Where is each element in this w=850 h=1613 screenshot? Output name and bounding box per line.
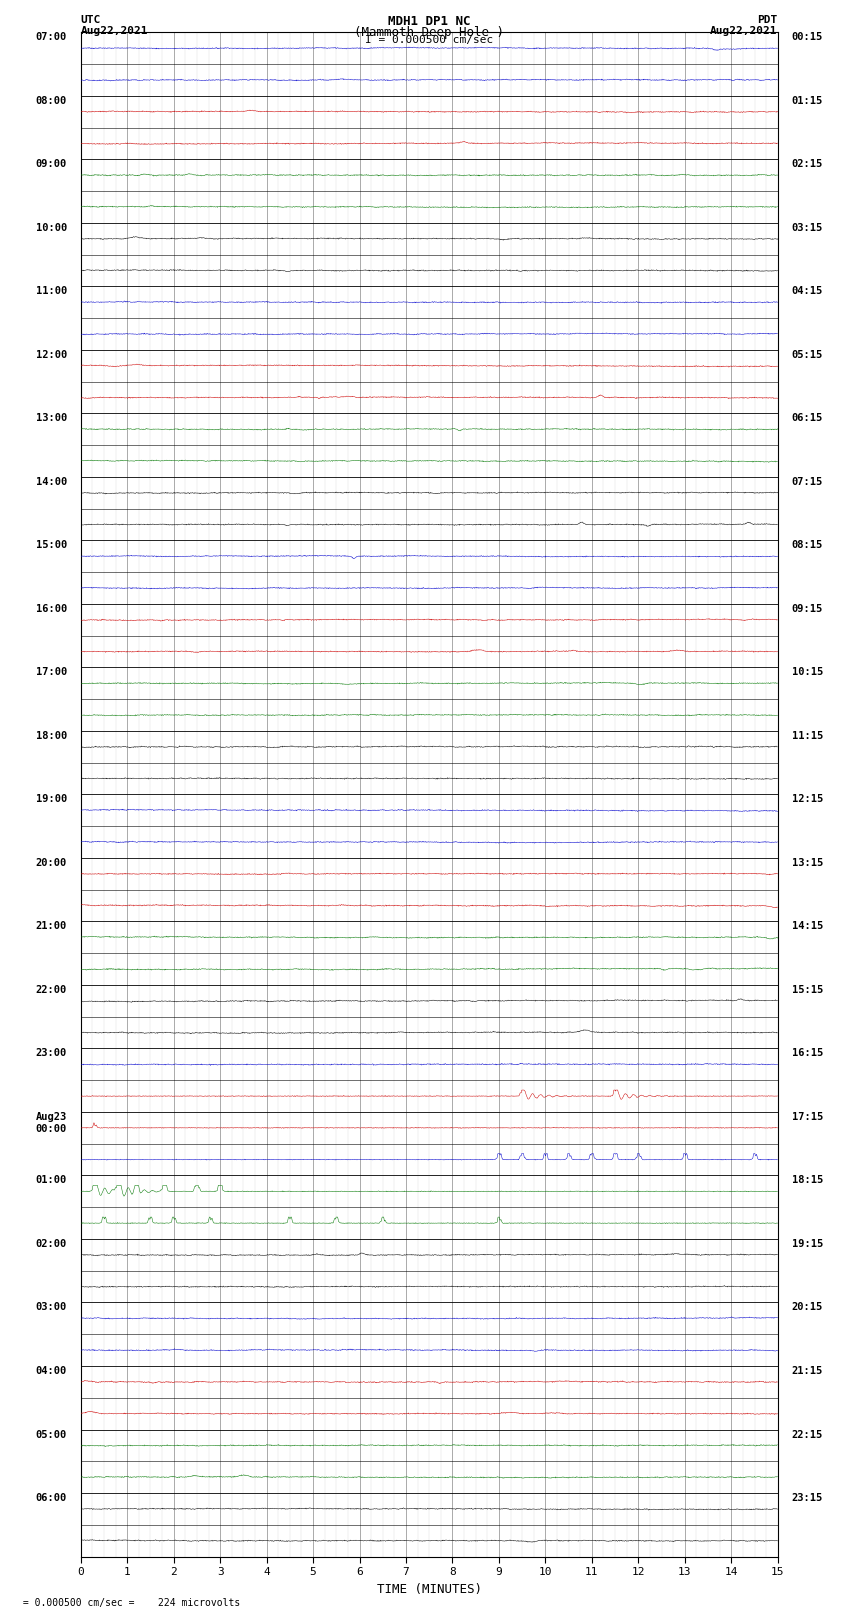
- Text: 16:00: 16:00: [36, 603, 67, 615]
- Text: 06:00: 06:00: [36, 1494, 67, 1503]
- Text: 15:00: 15:00: [36, 540, 67, 550]
- Text: 09:00: 09:00: [36, 160, 67, 169]
- Text: MDH1 DP1 NC: MDH1 DP1 NC: [388, 15, 471, 27]
- Text: 05:15: 05:15: [791, 350, 823, 360]
- Text: 12:00: 12:00: [36, 350, 67, 360]
- Text: 06:15: 06:15: [791, 413, 823, 423]
- Text: 05:00: 05:00: [36, 1429, 67, 1439]
- Text: 23:15: 23:15: [791, 1494, 823, 1503]
- Text: 19:00: 19:00: [36, 794, 67, 805]
- Text: 08:00: 08:00: [36, 95, 67, 106]
- Text: 21:00: 21:00: [36, 921, 67, 931]
- Text: 08:15: 08:15: [791, 540, 823, 550]
- Text: 18:15: 18:15: [791, 1176, 823, 1186]
- Text: 00:00: 00:00: [36, 1124, 67, 1134]
- Text: Aug23: Aug23: [36, 1111, 67, 1123]
- Text: (Mammoth Deep Hole ): (Mammoth Deep Hole ): [354, 26, 504, 39]
- Text: 09:15: 09:15: [791, 603, 823, 615]
- Text: 13:00: 13:00: [36, 413, 67, 423]
- Text: PDT: PDT: [757, 15, 778, 24]
- Text: 03:15: 03:15: [791, 223, 823, 232]
- Text: 10:00: 10:00: [36, 223, 67, 232]
- Text: 17:15: 17:15: [791, 1111, 823, 1123]
- Text: I = 0.000500 cm/sec: I = 0.000500 cm/sec: [366, 35, 493, 45]
- Text: 11:15: 11:15: [791, 731, 823, 740]
- Text: 11:00: 11:00: [36, 287, 67, 297]
- Text: 14:00: 14:00: [36, 477, 67, 487]
- Text: 04:00: 04:00: [36, 1366, 67, 1376]
- Text: 02:15: 02:15: [791, 160, 823, 169]
- Text: 03:00: 03:00: [36, 1303, 67, 1313]
- Text: 00:15: 00:15: [791, 32, 823, 42]
- Text: 13:15: 13:15: [791, 858, 823, 868]
- Text: 01:00: 01:00: [36, 1176, 67, 1186]
- Text: 07:15: 07:15: [791, 477, 823, 487]
- Text: Aug22,2021: Aug22,2021: [81, 26, 148, 35]
- Text: 07:00: 07:00: [36, 32, 67, 42]
- Text: 19:15: 19:15: [791, 1239, 823, 1248]
- Text: 23:00: 23:00: [36, 1048, 67, 1058]
- Text: 02:00: 02:00: [36, 1239, 67, 1248]
- Text: 14:15: 14:15: [791, 921, 823, 931]
- Text: 22:00: 22:00: [36, 986, 67, 995]
- Text: = 0.000500 cm/sec =    224 microvolts: = 0.000500 cm/sec = 224 microvolts: [17, 1598, 241, 1608]
- Text: 17:00: 17:00: [36, 668, 67, 677]
- Text: UTC: UTC: [81, 15, 101, 24]
- X-axis label: TIME (MINUTES): TIME (MINUTES): [377, 1582, 482, 1595]
- Text: 21:15: 21:15: [791, 1366, 823, 1376]
- Text: 01:15: 01:15: [791, 95, 823, 106]
- Text: 15:15: 15:15: [791, 986, 823, 995]
- Text: 16:15: 16:15: [791, 1048, 823, 1058]
- Text: 18:00: 18:00: [36, 731, 67, 740]
- Text: 20:15: 20:15: [791, 1303, 823, 1313]
- Text: Aug22,2021: Aug22,2021: [711, 26, 778, 35]
- Text: 20:00: 20:00: [36, 858, 67, 868]
- Text: 22:15: 22:15: [791, 1429, 823, 1439]
- Text: 10:15: 10:15: [791, 668, 823, 677]
- Text: 12:15: 12:15: [791, 794, 823, 805]
- Text: 04:15: 04:15: [791, 287, 823, 297]
